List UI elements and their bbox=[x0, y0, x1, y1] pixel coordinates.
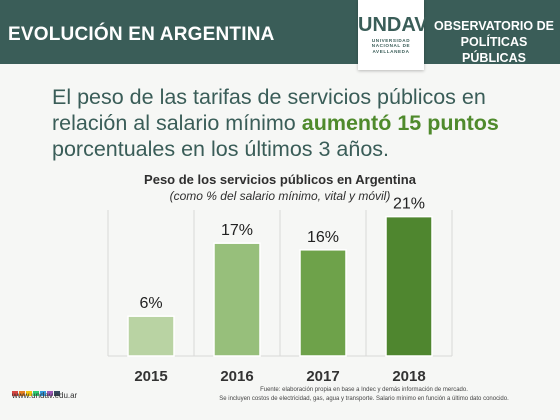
x-tick-2015: 2015 bbox=[134, 368, 167, 385]
footer-url[interactable]: www.undav.edu.ar bbox=[12, 391, 78, 400]
header-title: EVOLUCIÓN EN ARGENTINA bbox=[8, 24, 275, 45]
observatorio-line-1: OBSERVATORIO DE bbox=[434, 19, 554, 33]
headline-text: El peso de las tarifas de servicios públ… bbox=[52, 84, 522, 162]
logo-subtitle: UNIVERSIDAD NACIONAL DE AVELLANEDA bbox=[360, 38, 422, 54]
source-note: Fuente: elaboración propia en base a Ind… bbox=[172, 386, 556, 404]
headline-highlight-2: puntos bbox=[427, 111, 499, 135]
headline-part-1: El peso de las tarifas de servicios públ… bbox=[52, 85, 486, 135]
observatorio-line-2: POLÍTICAS PÚBLICAS bbox=[460, 35, 528, 65]
bar-2017 bbox=[299, 249, 347, 357]
bar-2018 bbox=[385, 215, 433, 357]
data-label-2016: 17% bbox=[221, 222, 253, 239]
x-tick-2018: 2018 bbox=[392, 368, 425, 385]
observatorio-label: OBSERVATORIO DE POLÍTICAS PÚBLICAS bbox=[432, 18, 556, 66]
data-label-2017: 16% bbox=[307, 229, 339, 246]
brand-dot bbox=[33, 391, 39, 396]
x-tick-2016: 2016 bbox=[220, 368, 253, 385]
headline-highlight-1: aumentó 15 bbox=[301, 111, 422, 135]
logo-wordmark: UNDAV bbox=[358, 14, 428, 36]
logo-line-3: AVELLANEDA bbox=[372, 48, 410, 54]
brand-dot bbox=[12, 391, 18, 396]
data-label-2018: 21% bbox=[393, 196, 425, 213]
header-bar: EVOLUCIÓN EN ARGENTINA UNDAV UNIVERSIDAD… bbox=[0, 0, 560, 70]
source-line-2: Se incluyen costos de electricidad, gas,… bbox=[219, 396, 509, 402]
brand-dot bbox=[47, 391, 53, 396]
chart-subtitle: (como % del salario mínimo, vital y móvi… bbox=[169, 189, 391, 203]
brand-dot bbox=[19, 391, 25, 396]
brand-dot bbox=[26, 391, 32, 396]
logo-line-1: UNIVERSIDAD bbox=[371, 38, 411, 43]
data-label-2015: 6% bbox=[139, 295, 162, 312]
chart-title: Peso de los servicios públicos en Argent… bbox=[144, 172, 416, 187]
x-tick-2017: 2017 bbox=[306, 368, 339, 385]
bar-2016 bbox=[213, 242, 261, 357]
brand-dot bbox=[40, 391, 46, 396]
source-line-1: Fuente: elaboración propia en base a Ind… bbox=[260, 387, 468, 393]
brand-dot bbox=[54, 391, 60, 396]
brand-color-dots bbox=[12, 383, 61, 401]
logo-line-2: NACIONAL DE bbox=[371, 43, 411, 49]
bar-2015 bbox=[127, 315, 175, 357]
headline-part-3: porcentuales en los últimos 3 años. bbox=[52, 137, 390, 161]
undav-logo[interactable]: UNDAV UNIVERSIDAD NACIONAL DE AVELLANEDA bbox=[358, 0, 428, 70]
